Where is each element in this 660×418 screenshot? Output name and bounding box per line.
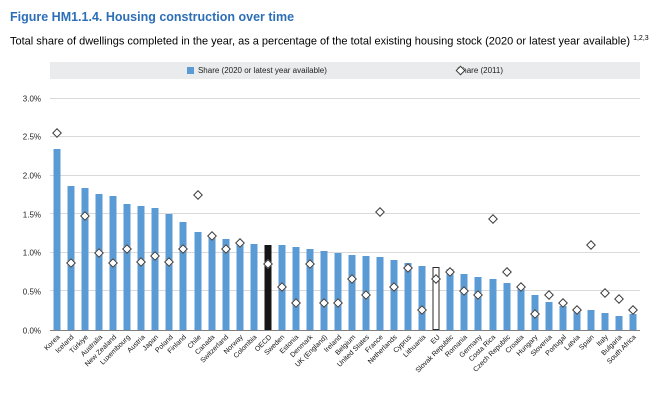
bar-austria bbox=[137, 205, 145, 330]
diamond-czech-republic bbox=[501, 266, 512, 277]
x-axis-label: Spain bbox=[578, 333, 596, 352]
bar-luxembourg bbox=[123, 204, 131, 330]
bar-iceland bbox=[67, 185, 75, 330]
figure-page: Figure HM1.1.4. Housing construction ove… bbox=[10, 10, 655, 385]
legend-label-share-latest: Share (2020 or latest year available) bbox=[197, 65, 327, 75]
y-axis-label: 2.0% bbox=[22, 171, 41, 181]
bar-lithuania bbox=[418, 265, 426, 330]
bar-croatia bbox=[517, 289, 525, 330]
figure-title: Figure HM1.1.4. Housing construction ove… bbox=[10, 10, 295, 24]
gridline bbox=[50, 97, 640, 99]
bar-latvia bbox=[573, 307, 581, 330]
plot-area bbox=[50, 97, 640, 331]
bar-canada bbox=[208, 234, 216, 330]
bar-finland bbox=[179, 221, 187, 330]
bar-eu bbox=[432, 267, 440, 330]
bar-korea bbox=[53, 148, 61, 330]
bar-netherlands bbox=[390, 260, 398, 330]
diamond-bulgaria bbox=[613, 293, 624, 304]
bar-colombia bbox=[250, 244, 258, 330]
bar-italy bbox=[601, 313, 609, 330]
y-axis-label: 2.5% bbox=[22, 132, 41, 142]
bar-costa-rica bbox=[489, 279, 496, 330]
diamond-costa-rica bbox=[487, 214, 498, 225]
plot-row: 0.0% 0.5% 1.0% 1.5% 2.0% 2.5% 3.0% bbox=[23, 94, 640, 335]
diamond-spain bbox=[585, 239, 596, 250]
y-axis-label: 3.0% bbox=[22, 94, 41, 103]
y-axis-label: 1.5% bbox=[22, 210, 41, 219]
footnote-marker: 1,2,3 bbox=[633, 35, 649, 42]
y-axis: 0.0% 0.5% 1.0% 1.5% 2.0% 2.5% 3.0% bbox=[10, 94, 46, 335]
bar-oecd bbox=[264, 244, 272, 330]
y-axis-label: 0.0% bbox=[22, 326, 41, 335]
figure-subtitle: Total share of dwellings completed in th… bbox=[10, 34, 655, 50]
bar-romania bbox=[460, 274, 468, 330]
bar-chile bbox=[194, 232, 201, 330]
diamond-france bbox=[375, 206, 386, 217]
legend-square-icon bbox=[186, 66, 194, 74]
gridline bbox=[50, 251, 640, 253]
y-axis-label: 1.0% bbox=[22, 248, 41, 258]
gridline bbox=[50, 174, 640, 176]
bar-japan bbox=[151, 207, 159, 330]
gridline bbox=[50, 290, 640, 292]
bar-germany bbox=[474, 277, 482, 330]
gridline bbox=[50, 213, 640, 214]
bar-spain bbox=[587, 310, 595, 330]
bar-france bbox=[376, 257, 384, 330]
chart: Share (2020 or latest year available) Sh… bbox=[12, 61, 640, 385]
bar-bulgaria bbox=[615, 315, 623, 330]
bar-poland bbox=[165, 214, 173, 330]
x-axis: Korea Iceland Türkiye Australia New Zealand L… bbox=[44, 331, 640, 385]
bar-cyprus bbox=[404, 263, 412, 330]
bar-uk-england bbox=[320, 250, 328, 330]
bar-slovak-republic bbox=[446, 269, 454, 330]
diamond-slovenia bbox=[543, 289, 554, 300]
bar-belgium bbox=[348, 254, 356, 330]
bar-switzerland bbox=[222, 238, 230, 330]
subtitle-text: Total share of dwellings completed in th… bbox=[10, 35, 634, 48]
chart-legend: Share (2020 or latest year available) Sh… bbox=[50, 61, 640, 79]
bar-denmark bbox=[306, 249, 314, 330]
y-axis-label: 0.5% bbox=[22, 287, 41, 297]
legend-item-share-2011: Share (2011) bbox=[455, 65, 504, 75]
bar-south-africa bbox=[629, 314, 637, 330]
bar-australia bbox=[95, 193, 103, 330]
legend-item-share-latest: Share (2020 or latest year available) bbox=[186, 65, 327, 75]
legend-label-share-2011: Share (2011) bbox=[456, 65, 504, 75]
gridline bbox=[50, 136, 640, 137]
bar-portugal bbox=[559, 306, 567, 330]
diamond-chile bbox=[192, 189, 203, 200]
bar-t-rkiye bbox=[81, 187, 89, 330]
bar-ireland bbox=[334, 252, 342, 330]
bar-estonia bbox=[292, 247, 300, 330]
bar-slovenia bbox=[545, 301, 553, 330]
bar-norway bbox=[236, 242, 244, 330]
bar-czech-republic bbox=[503, 283, 511, 330]
